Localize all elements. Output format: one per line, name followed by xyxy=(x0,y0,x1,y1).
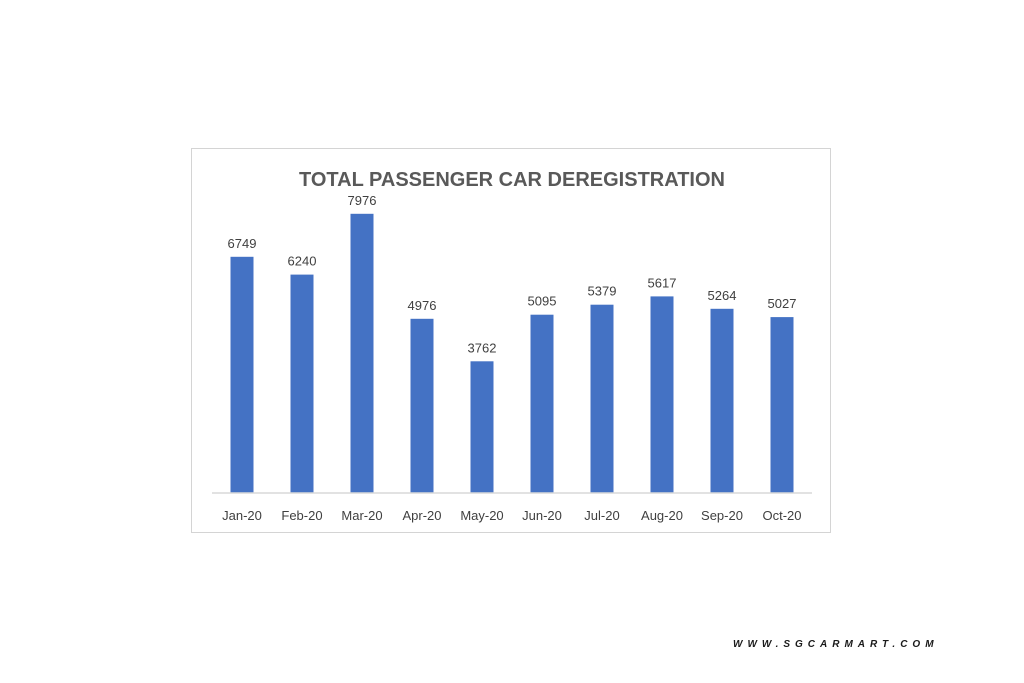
x-tick-label-sep-20: Sep-20 xyxy=(701,508,743,523)
data-label-sep-20: 5264 xyxy=(708,288,737,303)
watermark-url: WWW.SGCARMART.COM xyxy=(733,639,939,650)
data-label-jan-20: 6749 xyxy=(228,236,257,251)
bar-aug-20 xyxy=(650,296,674,493)
x-tick-labels-group: Jan-20 Feb-20 Mar-20 Apr-20 May-20 Jun-20 Jul-… xyxy=(222,508,801,523)
data-label-aug-20: 5617 xyxy=(648,275,677,290)
bar-feb-20 xyxy=(290,274,314,493)
x-tick-label-jan-20: Jan-20 xyxy=(222,508,262,523)
data-label-may-20: 3762 xyxy=(468,340,497,355)
x-tick-label-jun-20: Jun-20 xyxy=(522,508,562,523)
bars-group xyxy=(230,213,794,494)
bar-oct-20 xyxy=(770,317,794,493)
bar-may-20 xyxy=(470,361,494,493)
chart-title: TOTAL PASSENGER CAR DEREGISTRATION xyxy=(299,169,725,191)
x-tick-label-jul-20: Jul-20 xyxy=(584,508,619,523)
data-label-jul-20: 5379 xyxy=(588,284,617,299)
data-label-mar-20: 7976 xyxy=(348,193,377,208)
bar-apr-20 xyxy=(410,318,434,493)
data-label-feb-20: 6240 xyxy=(288,254,317,269)
data-label-jun-20: 5095 xyxy=(528,294,557,309)
chart-frame: TOTAL PASSENGER CAR DEREGISTRATION 6749 6… xyxy=(191,148,831,533)
x-tick-label-feb-20: Feb-20 xyxy=(281,508,322,523)
x-tick-label-oct-20: Oct-20 xyxy=(762,508,801,523)
bar-jun-20 xyxy=(530,314,554,493)
x-tick-label-may-20: May-20 xyxy=(460,508,503,523)
data-labels-group: 6749 6240 7976 4976 3762 5095 5379 5617 5264 5027 xyxy=(228,193,797,355)
bar-mar-20 xyxy=(350,213,374,494)
bar-jan-20 xyxy=(230,256,254,493)
x-tick-label-aug-20: Aug-20 xyxy=(641,508,683,523)
data-label-apr-20: 4976 xyxy=(408,298,437,313)
x-tick-label-mar-20: Mar-20 xyxy=(341,508,382,523)
bar-chart: TOTAL PASSENGER CAR DEREGISTRATION 67496… xyxy=(212,169,812,523)
x-tick-label-apr-20: Apr-20 xyxy=(402,508,441,523)
bar-sep-20 xyxy=(710,308,734,493)
data-label-oct-20: 5027 xyxy=(768,296,797,311)
bar-jul-20 xyxy=(590,304,614,493)
